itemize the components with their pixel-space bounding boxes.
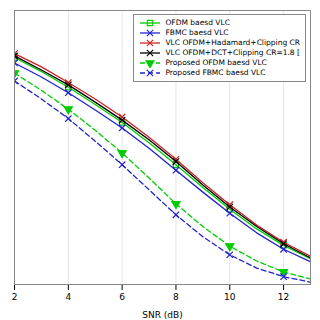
html-text:OFDM baesd VLC: OFDM baesd VLC [165,18,230,27]
svg-text:12: 12 [278,292,289,302]
html-text:VLC OFDM+DCT+Clipping CR=1.8 [: VLC OFDM+DCT+Clipping CR=1.8 [ [165,48,300,57]
html-text:Proposed OFDM baesd VLC: Proposed OFDM baesd VLC [165,58,267,67]
svg-text:2: 2 [12,292,18,302]
html-text:VLC OFDM+Hadamard+Clipping CR: VLC OFDM+Hadamard+Clipping CR [165,38,300,47]
svg-text:6: 6 [119,292,125,302]
svg-text:10: 10 [224,292,236,302]
svg-text:4: 4 [65,292,71,302]
svg-text:SNR (dB): SNR (dB) [142,310,182,320]
html-text:Proposed FBMC baesd VLC: Proposed FBMC baesd VLC [165,68,266,77]
html-text:FBMC baesd VLC: FBMC baesd VLC [165,28,229,37]
svg-text:8: 8 [173,292,179,302]
